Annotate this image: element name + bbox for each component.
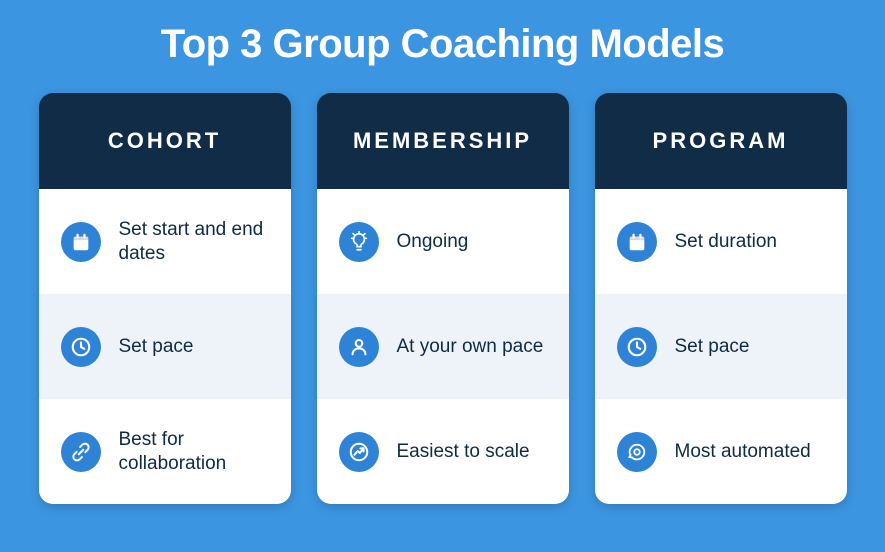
page-title: Top 3 Group Coaching Models bbox=[161, 22, 725, 67]
card-header: MEMBERSHIP bbox=[317, 93, 569, 189]
card-header: PROGRAM bbox=[595, 93, 847, 189]
feature-text: Easiest to scale bbox=[397, 440, 530, 464]
feature-text: Ongoing bbox=[397, 230, 469, 254]
feature-row: Ongoing bbox=[317, 189, 569, 294]
clock-icon bbox=[617, 327, 657, 367]
feature-text: Set start and end dates bbox=[119, 218, 269, 266]
feature-row: Set pace bbox=[39, 294, 291, 399]
feature-row: Easiest to scale bbox=[317, 399, 569, 504]
feature-text: Best for collaboration bbox=[119, 428, 269, 476]
link-icon bbox=[61, 432, 101, 472]
person-icon bbox=[339, 327, 379, 367]
feature-row: At your own pace bbox=[317, 294, 569, 399]
feature-text: Set duration bbox=[675, 230, 777, 254]
calendar-icon bbox=[617, 222, 657, 262]
lightbulb-icon bbox=[339, 222, 379, 262]
feature-row: Set duration bbox=[595, 189, 847, 294]
gear-icon bbox=[617, 432, 657, 472]
feature-row: Set pace bbox=[595, 294, 847, 399]
feature-text: Set pace bbox=[119, 335, 194, 359]
feature-row: Set start and end dates bbox=[39, 189, 291, 294]
card-header: COHORT bbox=[39, 93, 291, 189]
feature-text: At your own pace bbox=[397, 335, 544, 359]
feature-row: Best for collaboration bbox=[39, 399, 291, 504]
clock-icon bbox=[61, 327, 101, 367]
calendar-icon bbox=[61, 222, 101, 262]
card-membership: MEMBERSHIP Ongoing At your own pace Easiest… bbox=[317, 93, 569, 504]
feature-row: Most automated bbox=[595, 399, 847, 504]
card-cohort: COHORT Set start and end dates Set pace Bes… bbox=[39, 93, 291, 504]
growth-icon bbox=[339, 432, 379, 472]
feature-text: Set pace bbox=[675, 335, 750, 359]
infographic-canvas: Top 3 Group Coaching Models COHORT Set st… bbox=[0, 0, 885, 552]
feature-text: Most automated bbox=[675, 440, 811, 464]
cards-row: COHORT Set start and end dates Set pace Bes… bbox=[36, 93, 849, 504]
card-program: PROGRAM Set duration Set pace Most automate… bbox=[595, 93, 847, 504]
